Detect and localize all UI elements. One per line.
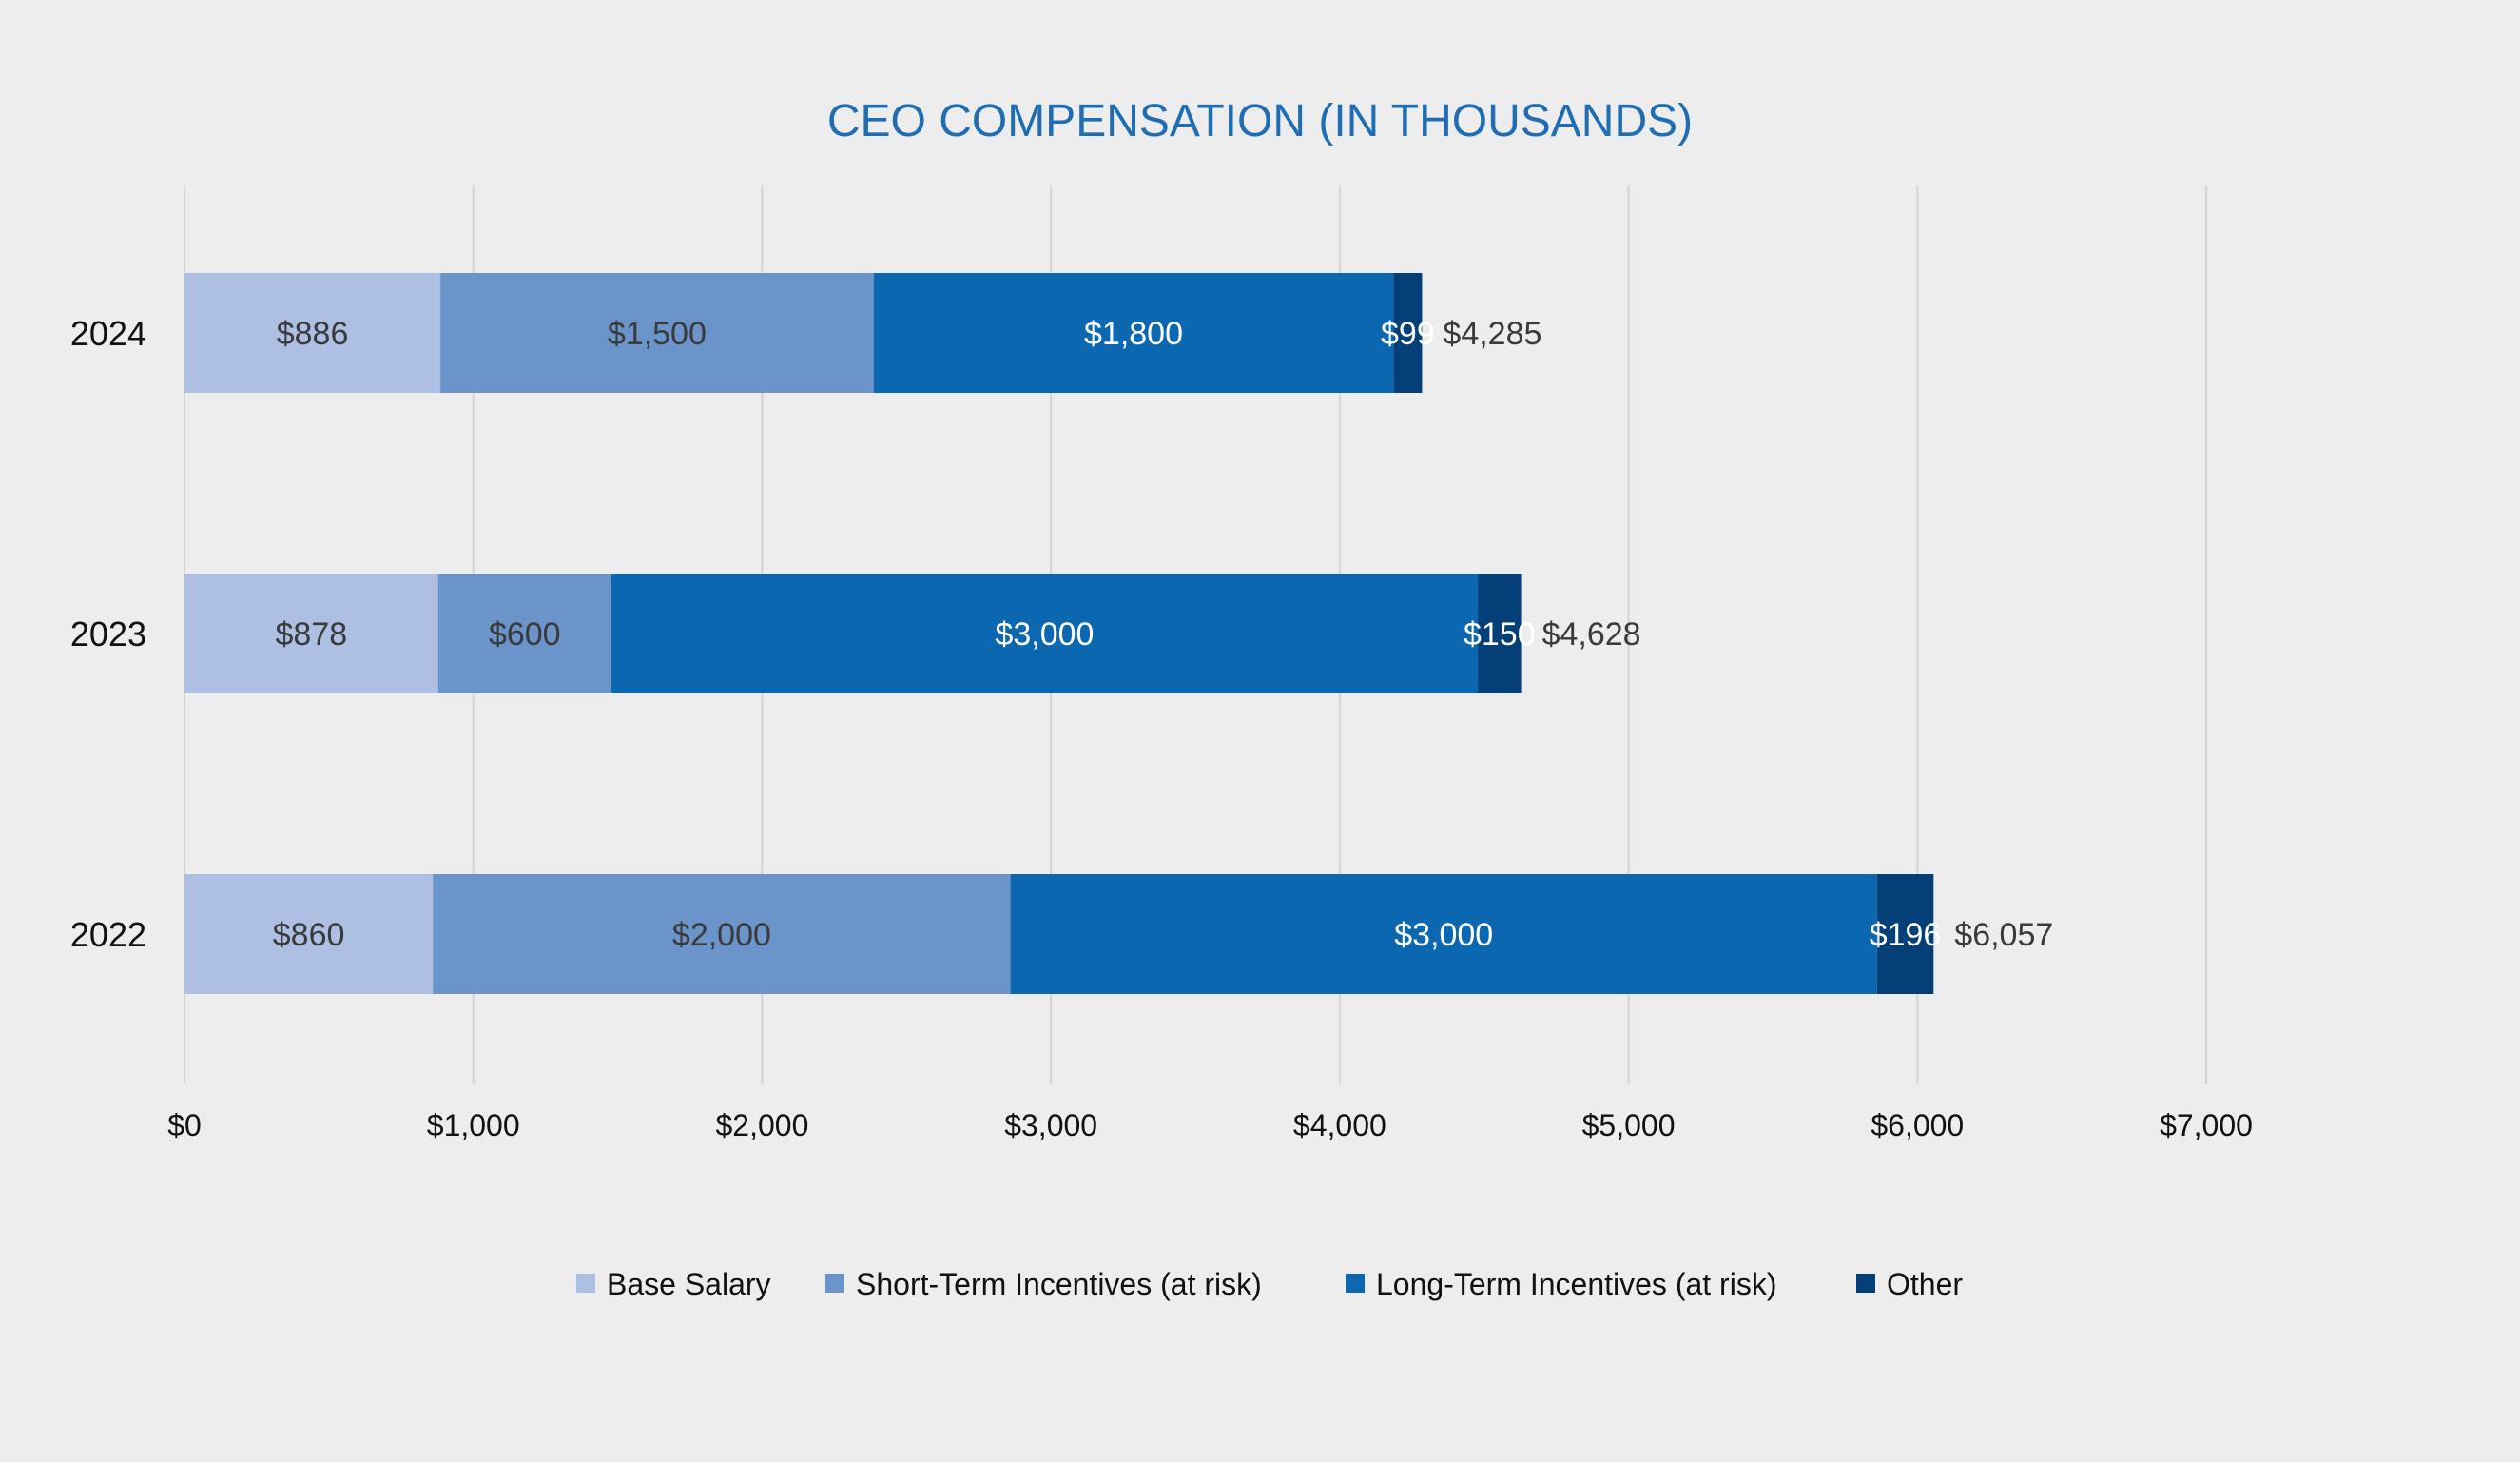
legend: Base Salary Short-Term Incentives (at ris…	[576, 1267, 1963, 1301]
chart-title: CEO COMPENSATION (IN THOUSANDS)	[827, 96, 1693, 146]
bar-segment	[1478, 574, 1522, 693]
legend-swatch	[825, 1274, 844, 1293]
legend-swatch	[576, 1274, 595, 1293]
bar-segment	[1010, 874, 1877, 994]
segment-data-label: $2,000	[672, 917, 771, 953]
total-data-label: $4,285	[1443, 316, 1541, 352]
segment-data-label: $860	[273, 917, 345, 953]
segment-data-label: $99	[1381, 316, 1435, 352]
category-label-2022: 2022	[70, 915, 146, 954]
x-tick-label: $4,000	[1293, 1108, 1386, 1142]
segment-data-label: $1,800	[1084, 316, 1183, 352]
segment-data-label: $196	[1870, 917, 1942, 953]
bar-segment	[873, 273, 1394, 393]
legend-label: Base Salary	[607, 1267, 771, 1301]
data-labels: $886 $1,500 $1,800 $99 $4,285 $878 $600 $3,000 $…	[273, 316, 2054, 953]
legend-label: Long-Term Incentives (at risk)	[1376, 1267, 1776, 1301]
x-tick-label: $5,000	[1582, 1108, 1676, 1142]
legend-label: Short-Term Incentives (at risk)	[856, 1267, 1262, 1301]
bar-segment	[440, 273, 874, 393]
legend-swatch	[1346, 1274, 1365, 1293]
x-tick-label: $2,000	[715, 1108, 808, 1142]
bars	[184, 273, 1934, 994]
segment-data-label: $886	[277, 316, 349, 352]
legend-label: Other	[1887, 1267, 1963, 1301]
x-tick-label: $7,000	[2160, 1108, 2253, 1142]
legend-swatch	[1856, 1274, 1875, 1293]
x-tick-label: $1,000	[427, 1108, 520, 1142]
category-label-2024: 2024	[70, 314, 146, 353]
segment-data-label: $600	[489, 616, 561, 653]
segment-data-label: $878	[276, 616, 348, 653]
bar-segment	[184, 574, 438, 693]
x-tick-label: $3,000	[1004, 1108, 1097, 1142]
category-label-2023: 2023	[70, 614, 146, 653]
bar-segment	[184, 273, 441, 393]
total-data-label: $6,057	[1954, 917, 2053, 953]
bar-segment	[437, 574, 611, 693]
bar-segment	[184, 874, 434, 994]
category-axis: 2024 2023 2022	[70, 314, 146, 954]
segment-data-label: $3,000	[995, 616, 1094, 653]
bar-segment	[433, 874, 1011, 994]
x-tick-label: $0	[167, 1108, 202, 1142]
segment-data-label: $1,500	[608, 316, 707, 352]
bar-segment	[611, 574, 1479, 693]
value-axis: $0 $1,000 $2,000 $3,000 $4,000 $5,000 $6,000 $7…	[167, 1108, 2253, 1142]
segment-data-label: $150	[1464, 616, 1536, 653]
total-data-label: $4,628	[1542, 616, 1641, 653]
bar-segment	[1393, 273, 1423, 393]
bar-segment	[1876, 874, 1934, 994]
x-tick-label: $6,000	[1871, 1108, 1964, 1142]
segment-data-label: $3,000	[1394, 917, 1493, 953]
